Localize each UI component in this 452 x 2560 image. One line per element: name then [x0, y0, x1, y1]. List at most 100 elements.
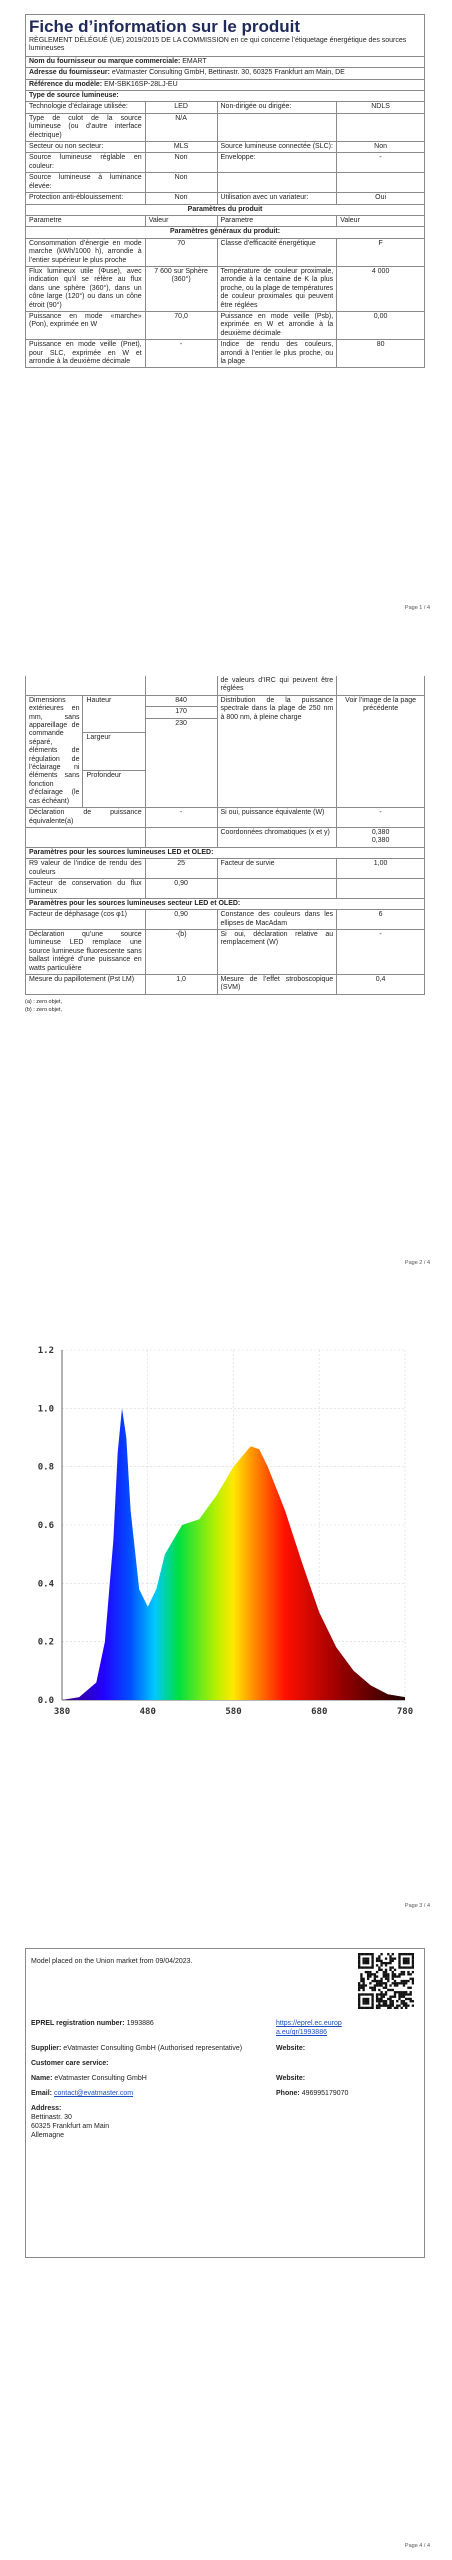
qr-module [393, 2006, 397, 2009]
qr-module [380, 1991, 383, 1994]
qr-module [366, 1957, 370, 1960]
qr-module [369, 1953, 372, 1956]
qr-module [362, 1977, 365, 1980]
cell: 70 [144, 237, 218, 267]
qr-module [384, 1973, 388, 1976]
qr-module [384, 2000, 388, 2003]
label: Adresse du fournisseur: [29, 69, 110, 77]
qr-module [407, 1961, 410, 1965]
qr-module [362, 1982, 365, 1985]
qr-module [378, 2002, 381, 2005]
y-tick-label: 1.0 [38, 1404, 54, 1414]
address-line: Bettinastr. 30 [31, 2114, 72, 2121]
qr-module [398, 1953, 401, 1956]
qr-module [378, 1968, 381, 1972]
qr-module [400, 1995, 403, 1998]
cell: Protection anti-éblouissement: [25, 192, 146, 205]
qr-module [389, 1984, 392, 1987]
qr-module [378, 2000, 381, 2003]
cell: Coordonnées chromatiques (x et y) [216, 826, 338, 848]
qr-module [358, 1957, 361, 1960]
qr-module [389, 1959, 392, 1963]
qr-module [409, 2000, 412, 2003]
qr-module [362, 2006, 365, 2009]
qr-module [373, 1984, 377, 1987]
qr-module [384, 1991, 388, 1994]
qr-module [398, 1955, 401, 1958]
qr-module [405, 2006, 408, 2009]
qr-module [369, 1993, 372, 1996]
qr-module [409, 1991, 412, 1994]
qr-module [358, 2002, 361, 2005]
qr-module [366, 1975, 370, 1978]
qr-module [382, 2002, 385, 2005]
qr-module [371, 1966, 374, 1969]
email-link[interactable]: contact@evatmaster.com [53, 2090, 134, 2097]
qr-module [358, 1953, 361, 1956]
table: Nom du fournisseur ou marque commerciale… [25, 55, 425, 369]
dim-name: Hauteur [82, 695, 145, 733]
qr-module [366, 1993, 370, 1996]
market-text: Model placed on the Union market from 09… [31, 1958, 193, 1965]
qr-module [411, 2000, 414, 2003]
qr-module [409, 1993, 412, 1996]
cell: Déclaration qu’une source lumineuse LED … [25, 928, 146, 976]
qr-module [391, 1966, 394, 1969]
qr-module [380, 1977, 383, 1980]
qr-module [362, 1957, 365, 1960]
qr-module [360, 1953, 363, 1956]
qr-module [378, 1966, 381, 1969]
qr-module [391, 2002, 394, 2005]
qr-module [364, 1959, 368, 1963]
qr-module [407, 2004, 410, 2007]
qr-module [384, 1957, 388, 1960]
qr-module [407, 1953, 410, 1956]
dim-value: 170 [145, 706, 217, 719]
qr-module [371, 1957, 374, 1960]
qr-module [364, 1966, 368, 1969]
qr-module [398, 2004, 401, 2007]
qr-module [364, 2002, 368, 2005]
qr-module [393, 1991, 397, 1994]
qr-module [380, 1993, 383, 1996]
qr-module [378, 1979, 381, 1983]
col-head: Parametre [216, 214, 338, 228]
qr-module [362, 2002, 365, 2005]
label: Customer care service: [31, 2060, 109, 2067]
qr-module [393, 1982, 397, 1985]
qr-module [407, 1979, 410, 1983]
qr-module [396, 1975, 399, 1978]
qr-module [402, 1984, 406, 1987]
qr-module [358, 1982, 361, 1985]
cell: 0,380 [371, 837, 390, 845]
label: Email: [31, 2090, 53, 2097]
heading: Paramètres du produit [25, 203, 425, 216]
footnote: (a) : zero objet, [25, 998, 62, 1005]
qr-module [366, 1970, 370, 1974]
cell: Source lumineuse réglable en couleur: [25, 152, 146, 174]
qr-module [405, 1982, 408, 1985]
qr-module [366, 1959, 370, 1963]
cell: Puissance en mode «marche» (Pon), exprim… [25, 310, 146, 341]
qr-module [407, 1966, 410, 1969]
qr-module [364, 1970, 368, 1974]
label: Supplier: [31, 2045, 62, 2052]
value: EMART [182, 57, 207, 65]
qr-module [402, 1995, 406, 1998]
label: EPREL registration number: [31, 2020, 125, 2027]
cell: Oui [336, 192, 425, 205]
qr-module [380, 1997, 383, 2001]
page-2: de valeurs d’IRC qui peuvent être réglée… [25, 676, 425, 1014]
qr-module [369, 1982, 372, 1985]
qr-module [398, 1991, 401, 1994]
cell: -(b) [144, 928, 218, 976]
qr-module [358, 1997, 361, 2001]
rows: Facteur de déphasage (cos φ1) 0,90 Constan… [25, 909, 425, 995]
link[interactable]: https://eprel.ec.europa.eu/qr/1993886 [276, 2020, 342, 2036]
qr-module [405, 1966, 408, 1969]
qr-module [396, 2000, 399, 2003]
qr-module [400, 2006, 403, 2009]
spectrum-chart: 0.0 0.2 0.4 0.6 0.8 1.0 1.2 380 480 580 680 780 [38, 1346, 413, 1717]
qr-module [411, 1959, 414, 1963]
qr-module [402, 2004, 406, 2007]
